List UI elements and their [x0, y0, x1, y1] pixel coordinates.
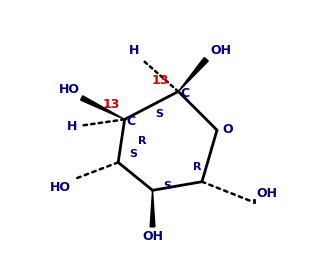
Text: C: C [127, 115, 136, 128]
Polygon shape [178, 57, 208, 92]
Text: HO: HO [50, 181, 71, 194]
Text: S: S [155, 109, 163, 119]
Text: R: R [193, 162, 202, 172]
Text: O: O [222, 122, 233, 136]
Text: S: S [129, 149, 137, 159]
Text: C: C [181, 87, 190, 100]
Text: OH: OH [211, 44, 232, 57]
Polygon shape [150, 190, 155, 227]
Text: H: H [67, 121, 77, 133]
Text: H: H [129, 44, 140, 57]
Polygon shape [80, 96, 125, 119]
Text: 13: 13 [103, 98, 120, 111]
Text: OH: OH [142, 230, 163, 243]
Text: OH: OH [257, 187, 278, 200]
Text: HO: HO [59, 83, 79, 96]
Text: S: S [164, 181, 172, 191]
Text: R: R [138, 136, 146, 146]
Text: 13: 13 [151, 74, 169, 87]
